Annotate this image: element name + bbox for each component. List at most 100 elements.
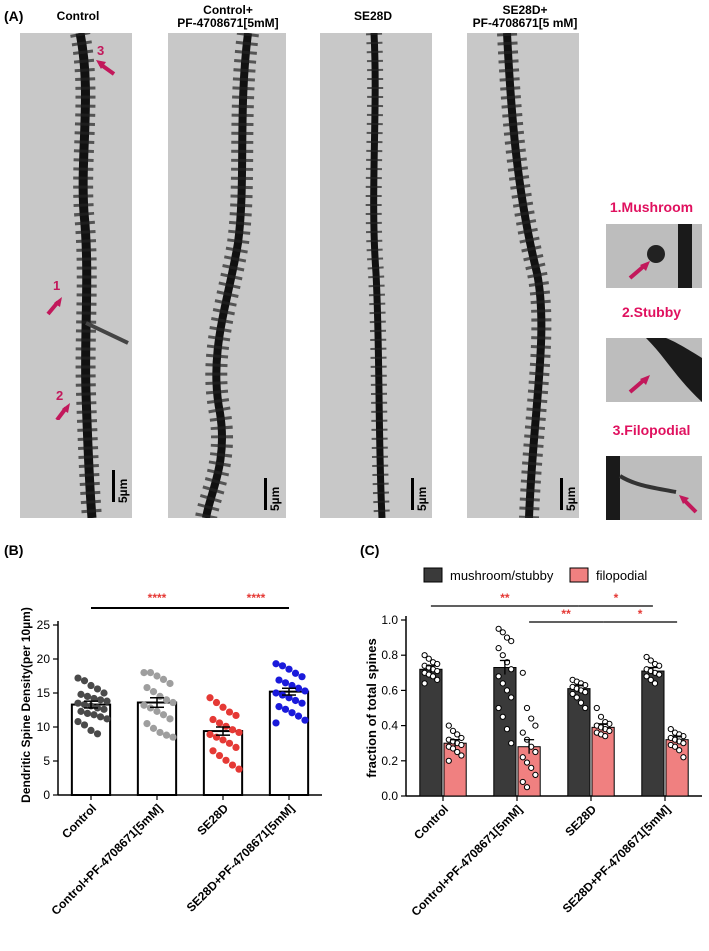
title-line: Control+ [203,3,253,17]
significance-label: ** [500,591,510,605]
data-point [80,721,89,729]
scale-bar [560,478,563,510]
significance-label: **** [247,591,266,605]
data-point [228,726,237,734]
data-point [100,689,108,697]
data-point [87,726,95,734]
data-point [301,716,309,724]
data-point [577,699,585,706]
data-point [582,689,589,696]
data-point [602,733,609,740]
dendrite-image [497,33,552,518]
data-point [77,690,85,698]
x-tick-label: Control+PF-4708671[5mM] [48,801,165,918]
data-point [573,694,580,701]
data-point [140,701,148,709]
data-point [103,715,111,723]
bar [641,670,665,797]
data-point [228,761,237,769]
y-tick-label: 0.0 [381,789,398,803]
y-tick-label: 0.2 [381,754,398,768]
legend-swatch [423,567,443,583]
data-point [647,676,654,683]
data-point [671,743,679,750]
data-point [291,669,300,677]
image-title-control: Control [28,10,128,23]
data-point [643,673,650,680]
panel-b-letter: (B) [4,542,24,558]
x-tick-label: SE28D [562,802,599,839]
data-point [656,671,663,678]
data-point [159,711,168,719]
scale-label: 5µm [116,478,130,503]
data-point [294,712,303,720]
spine-arrows: 3 1 2 [46,43,116,420]
data-point [159,675,168,683]
data-point [593,704,600,712]
data-point [166,679,174,688]
inset-label-stubby: 2.Stubby [621,304,682,320]
data-point [421,680,428,687]
data-point [454,731,461,738]
data-point [83,692,92,700]
data-point [499,629,506,636]
data-point [421,652,428,659]
data-point [140,669,148,677]
significance-label: * [638,607,643,621]
data-point [656,662,663,669]
data-point [74,717,82,726]
inset-drawing [628,224,692,288]
data-point [298,673,306,681]
data-point [288,709,296,717]
data-point [582,704,589,712]
data-point [523,759,531,766]
data-point [569,690,576,698]
data-point [667,726,674,733]
data-point [272,660,280,668]
data-point [281,705,290,713]
arrow-icon [54,297,62,307]
data-point [445,757,452,764]
data-point [429,673,437,680]
arrow-number-1: 1 [53,278,60,293]
data-point [291,696,300,705]
dendrite-image [70,33,129,518]
scale-label: 5µm [268,486,282,511]
data-point [215,719,224,727]
y-tick-label: 0.4 [381,719,398,733]
data-point [169,733,177,741]
y-tick-label: 0.6 [381,683,398,697]
data-point [77,707,85,715]
bar [493,667,517,797]
y-tick-label: 10 [37,720,51,734]
data-point [225,708,234,716]
scale-bar [411,478,414,510]
data-point [606,727,613,734]
y-axis-label: Dendritic Spine Density(per 10µm) [19,607,33,803]
data-point [156,728,164,737]
micrograph-control [20,33,132,518]
data-point [445,722,452,729]
data-point [83,709,92,717]
data-point [281,679,290,687]
data-point [676,747,683,754]
micrograph-se28d [320,33,432,518]
data-point [90,694,98,703]
data-point [532,771,539,778]
data-point [528,715,535,722]
y-tick-label: 15 [37,686,51,700]
data-point [275,676,283,684]
data-point [206,730,214,739]
data-point [597,713,605,720]
data-point [103,697,111,705]
data-point [643,653,650,661]
image-title-se28d-pf: SE28D+ PF-4708671[5 mM] [460,4,590,30]
title-line: SE28D [353,9,393,23]
inset-image-mushroom [606,224,702,288]
data-point [680,740,687,747]
data-point [495,625,502,632]
data-point [458,734,465,742]
data-point [219,703,227,711]
data-point [149,688,158,696]
